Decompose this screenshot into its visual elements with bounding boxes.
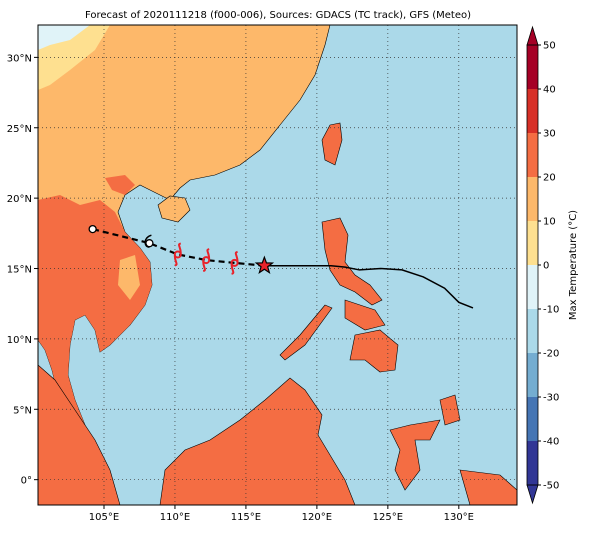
- colorbar-tick-label: -10: [543, 305, 559, 316]
- visayas: [344, 299, 386, 331]
- x-tick-label: 120°E: [302, 512, 332, 523]
- forecast-point: [88, 224, 97, 234]
- colorbar-segment: [527, 221, 538, 265]
- land-warm: [105, 175, 135, 195]
- colorbar-segment: [527, 353, 538, 397]
- colorbar-segment: [527, 309, 538, 353]
- storm-arm: [202, 248, 211, 273]
- colorbar-tick-label: 0: [543, 261, 549, 272]
- storm-symbol: [173, 242, 182, 267]
- colorbar-tick-label: -30: [543, 393, 559, 404]
- y-tick-label: 25°N: [7, 124, 32, 135]
- y-tick-label: 10°N: [7, 335, 32, 346]
- colorbar: -50 -40 -30 -20 -10 0 10 20 30 40 50: [526, 25, 559, 505]
- x-tick-label: 110°E: [160, 512, 190, 523]
- colorbar-tick-label: 10: [543, 217, 556, 228]
- map-frame: [37, 24, 518, 506]
- luzon: [321, 217, 383, 306]
- palawan: [279, 304, 333, 361]
- colorbar-extend-bottom: [526, 484, 539, 505]
- y-tick-label: 15°N: [7, 265, 32, 276]
- colorbar-segment: [527, 397, 538, 441]
- x-tick-label: 105°E: [89, 512, 119, 523]
- colorbar-segment: [527, 265, 538, 309]
- storm-arm: [173, 242, 182, 267]
- colorbar-segment: [527, 177, 538, 221]
- colorbar-segment: [527, 45, 538, 89]
- colorbar-tick-label: -40: [543, 437, 559, 448]
- storm-eye: [173, 250, 182, 259]
- colorbar-segment: [527, 133, 538, 177]
- forecast-track: [92, 228, 265, 267]
- sulawesi: [389, 419, 441, 491]
- hainan: [157, 195, 191, 223]
- storm-eye: [202, 256, 211, 265]
- storm-symbol: [230, 250, 239, 275]
- land-warm: [38, 195, 152, 440]
- colorbar-label: Max Temperature (°C): [568, 210, 579, 320]
- storm-symbol: [202, 248, 211, 273]
- colorbar-extend-top: [526, 25, 539, 46]
- storm-arm: [230, 250, 239, 275]
- x-tick-label: 130°E: [444, 512, 474, 523]
- colorbar-tick-label: -50: [543, 481, 559, 492]
- y-tick-label: 30°N: [7, 53, 32, 64]
- colorbar-tick-label: 30: [543, 129, 556, 140]
- land: [118, 255, 140, 300]
- map-area: [38, 25, 517, 505]
- y-tick-label: 5°N: [13, 405, 32, 416]
- colorbar-tick-label: -20: [543, 349, 559, 360]
- grid: [38, 25, 517, 505]
- colorbar-tick-label: 40: [543, 85, 556, 96]
- x-tick-label: 125°E: [373, 512, 403, 523]
- map-title: Forecast of 2020111218 (f000-006), Sourc…: [85, 10, 471, 21]
- x-tick-label: 115°E: [231, 512, 261, 523]
- y-tick-label: 20°N: [7, 194, 32, 205]
- colorbar-tick-label: 50: [543, 41, 556, 52]
- colorbar-segment: [527, 441, 538, 485]
- current-position: [254, 255, 275, 275]
- sumatra: [38, 364, 121, 505]
- land-cold: [38, 25, 90, 50]
- colorbar-segment: [527, 89, 538, 133]
- storm-eye: [230, 258, 239, 267]
- track: [88, 224, 474, 309]
- mindanao: [349, 329, 399, 373]
- y-tick-label: 0°: [21, 476, 32, 487]
- past-track: [264, 264, 474, 309]
- taiwan: [321, 122, 343, 166]
- borneo: [159, 377, 356, 505]
- islands-east: [439, 394, 517, 505]
- colorbar-tick-label: 20: [543, 173, 556, 184]
